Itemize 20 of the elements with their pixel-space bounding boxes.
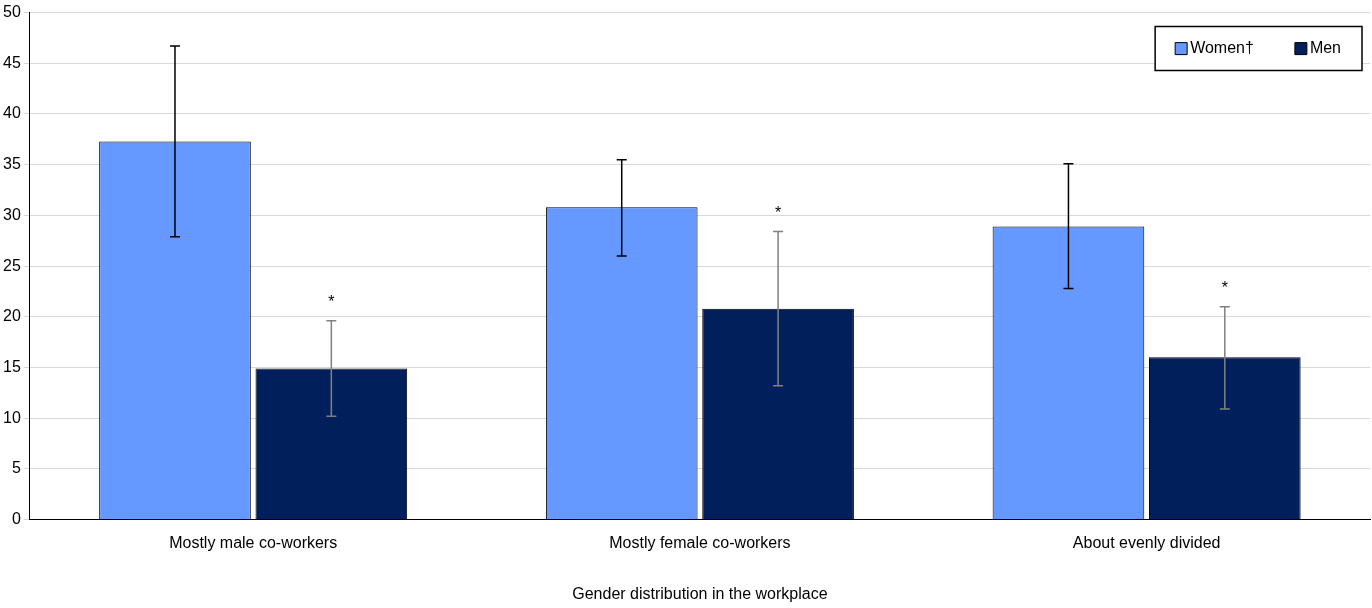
y-tick-label: 35 <box>3 155 21 173</box>
x-tick-label: Mostly female co-workers <box>609 533 791 551</box>
y-tick-label: 5 <box>11 459 21 477</box>
y-tick-label: 40 <box>3 104 21 122</box>
annotation: * <box>1221 279 1228 297</box>
y-tick-label: 30 <box>3 205 21 223</box>
y-tick-label: 25 <box>3 256 21 274</box>
y-tick-label: 10 <box>3 408 21 426</box>
x-tick-label: Mostly male co-workers <box>169 533 338 551</box>
y-tick-label: 15 <box>3 357 21 375</box>
annotation: * <box>774 204 782 222</box>
legend-label: Women† <box>1190 39 1254 57</box>
y-tick-label: 20 <box>3 307 21 325</box>
y-tick-label: 45 <box>3 53 21 71</box>
y-tick-label: 50 <box>3 3 21 21</box>
y-tick-label: 0 <box>11 510 21 528</box>
legend-label: Men <box>1309 39 1341 57</box>
x-tick-label: About evenly divided <box>1072 533 1221 551</box>
x-axis-title: Gender distribution in the workplace <box>572 584 828 602</box>
annotation: * <box>328 293 335 311</box>
